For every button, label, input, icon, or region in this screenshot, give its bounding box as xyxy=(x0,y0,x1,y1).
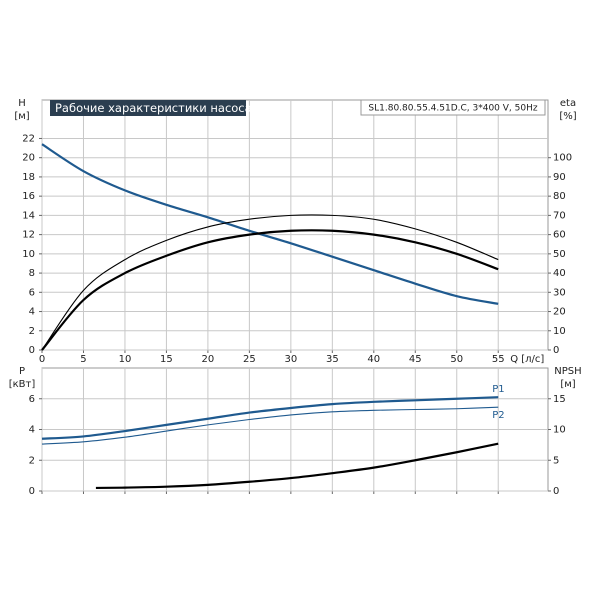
chart-title: Рабочие характеристики насоса xyxy=(55,101,252,115)
title-box xyxy=(50,100,246,116)
x-tick-label: 10 xyxy=(119,354,132,365)
series-line xyxy=(41,396,499,440)
y2-tick-label: 90 xyxy=(553,172,566,183)
x-axis-label: Q [л/с] xyxy=(510,354,544,365)
y-tick-label: 6 xyxy=(29,287,35,298)
y2-tick-label: 10 xyxy=(553,425,566,436)
y-axis-unit: [кВт] xyxy=(9,379,36,390)
series-line xyxy=(41,214,499,351)
y2-tick-label: 70 xyxy=(553,210,566,221)
x-tick-label: 5 xyxy=(80,354,86,365)
y2-tick-label: 80 xyxy=(553,191,566,202)
y-tick-label: 20 xyxy=(22,153,35,164)
y-tick-label: 8 xyxy=(29,268,35,279)
y2-tick-label: 5 xyxy=(553,455,559,466)
y-tick-label: 18 xyxy=(22,172,35,183)
y2-tick-label: 50 xyxy=(553,249,566,260)
y-tick-label: 12 xyxy=(22,230,35,241)
x-tick-label: 50 xyxy=(450,354,463,365)
y-axis-unit: [м] xyxy=(14,111,29,122)
x-tick-label: 20 xyxy=(202,354,215,365)
series-line xyxy=(95,442,499,490)
y-tick-label: 6 xyxy=(29,394,35,405)
y-tick-label: 0 xyxy=(29,345,35,356)
y2-tick-label: 40 xyxy=(553,268,566,279)
y-tick-label: 4 xyxy=(29,425,35,436)
y2-axis-label: NPSH xyxy=(554,366,581,377)
y-tick-label: 4 xyxy=(29,307,35,318)
y-tick-label: 10 xyxy=(22,249,35,260)
chart-subtitle: SL1.80.80.55.4.51D.C, 3*400 V, 50Hz xyxy=(368,104,537,114)
y2-tick-label: 0 xyxy=(553,345,559,356)
x-tick-label: 25 xyxy=(243,354,256,365)
y2-axis-unit: [м] xyxy=(560,379,575,390)
plot-area xyxy=(41,99,549,351)
y2-axis-unit: [%] xyxy=(559,111,576,122)
y2-tick-label: 100 xyxy=(553,153,572,164)
y-tick-label: 0 xyxy=(29,486,35,497)
x-tick-label: 55 xyxy=(492,354,505,365)
series-line xyxy=(41,406,499,445)
x-tick-label: 0 xyxy=(39,354,45,365)
x-tick-label: 30 xyxy=(284,354,297,365)
y-tick-label: 2 xyxy=(29,326,35,337)
y-tick-label: 16 xyxy=(22,191,35,202)
series-label: P1 xyxy=(492,384,504,395)
y2-tick-label: 15 xyxy=(553,394,566,405)
x-tick-label: 40 xyxy=(367,354,380,365)
y2-tick-label: 0 xyxy=(553,486,559,497)
y-tick-label: 22 xyxy=(22,133,35,144)
y2-tick-label: 10 xyxy=(553,326,566,337)
x-tick-label: 35 xyxy=(326,354,339,365)
y2-tick-label: 30 xyxy=(553,287,566,298)
y2-axis-label: eta xyxy=(560,98,576,109)
x-tick-label: 15 xyxy=(160,354,173,365)
series-line xyxy=(41,229,499,351)
subtitle-box xyxy=(360,99,546,116)
series-line xyxy=(41,143,499,305)
y-axis-label: P xyxy=(19,366,25,377)
series-label: P2 xyxy=(492,410,504,421)
y2-tick-label: 20 xyxy=(553,307,566,318)
y-axis-label: H xyxy=(18,98,26,109)
x-tick-label: 45 xyxy=(409,354,422,365)
y-tick-label: 2 xyxy=(29,455,35,466)
y2-tick-label: 60 xyxy=(553,230,566,241)
y-tick-label: 14 xyxy=(22,210,35,221)
